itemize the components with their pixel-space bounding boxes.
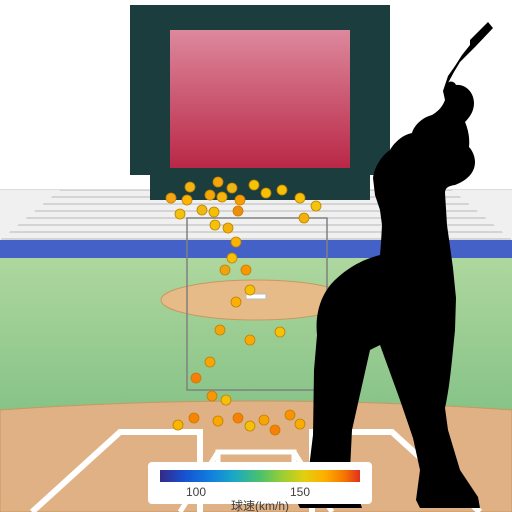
pitch-point: [233, 413, 243, 423]
pitch-point: [241, 265, 251, 275]
scoreboard-base: [150, 175, 370, 200]
pitch-point: [197, 205, 207, 215]
pitch-point: [231, 237, 241, 247]
pitch-point: [231, 297, 241, 307]
pitch-point: [213, 177, 223, 187]
pitch-point: [185, 182, 195, 192]
speed-colorbar: [160, 470, 360, 482]
pitch-point: [227, 253, 237, 263]
pitch-point: [249, 180, 259, 190]
pitch-point: [205, 190, 215, 200]
pitch-point: [210, 220, 220, 230]
pitch-point: [235, 195, 245, 205]
pitch-point: [277, 185, 287, 195]
pitch-point: [173, 420, 183, 430]
pitch-point: [311, 201, 321, 211]
legend-tick: 100: [186, 485, 206, 499]
pitch-point: [217, 192, 227, 202]
pitch-point: [245, 421, 255, 431]
pitch-point: [227, 183, 237, 193]
pitch-point: [207, 391, 217, 401]
pitch-point: [299, 213, 309, 223]
legend-tick: 150: [290, 485, 310, 499]
pitch-point: [295, 193, 305, 203]
pitch-point: [245, 335, 255, 345]
legend-panel: [148, 462, 372, 504]
pitch-point: [245, 285, 255, 295]
pitch-point: [182, 195, 192, 205]
legend-axis-label: 球速(km/h): [231, 499, 289, 512]
pitch-point: [275, 327, 285, 337]
pitch-point: [166, 193, 176, 203]
pitch-point: [189, 413, 199, 423]
pitch-point: [175, 209, 185, 219]
scoreboard-screen: [170, 30, 350, 168]
pitch-point: [205, 357, 215, 367]
pitch-point: [213, 416, 223, 426]
pitch-point: [223, 223, 233, 233]
pitch-point: [270, 425, 280, 435]
pitch-point: [259, 415, 269, 425]
pitch-location-chart: 100 150球速(km/h): [0, 0, 512, 512]
pitch-point: [285, 410, 295, 420]
pitch-point: [220, 265, 230, 275]
pitch-point: [191, 373, 201, 383]
pitch-point: [209, 207, 219, 217]
pitch-point: [215, 325, 225, 335]
pitch-point: [221, 395, 231, 405]
pitch-point: [261, 188, 271, 198]
pitch-point: [295, 419, 305, 429]
pitch-point: [233, 206, 243, 216]
